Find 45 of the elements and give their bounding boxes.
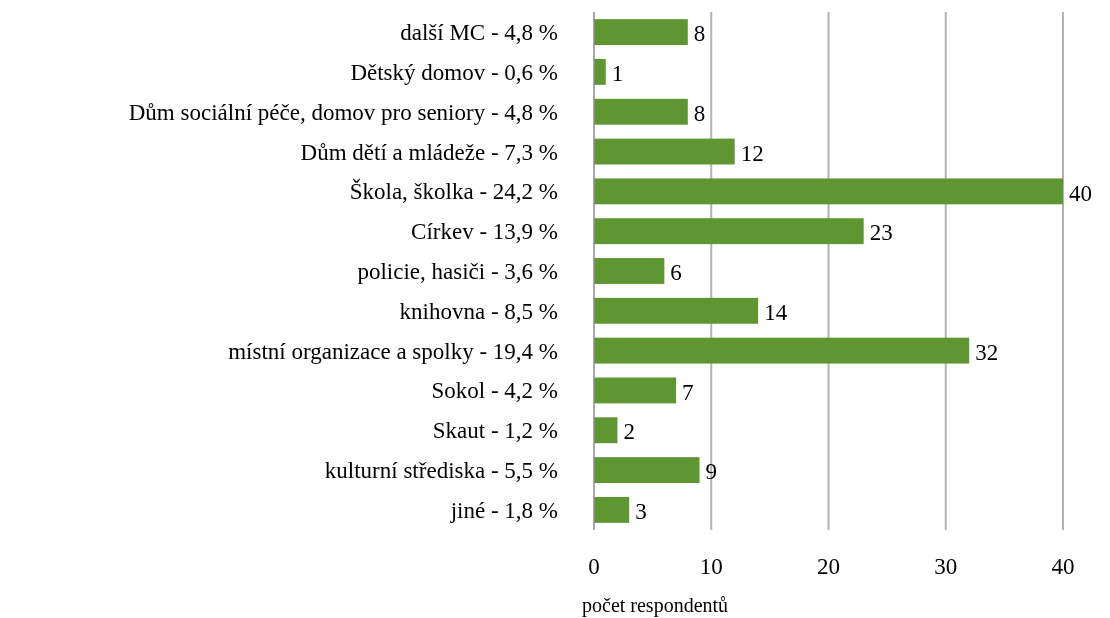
- y-tick-label: policie, hasiči - 3,6 %: [357, 259, 558, 285]
- y-tick-label: Dětský domov - 0,6 %: [350, 59, 558, 85]
- data-label: 12: [740, 140, 764, 166]
- data-label: 40: [1069, 180, 1092, 206]
- y-tick-label: další MC - 4,8 %: [400, 20, 558, 46]
- y-tick-label: Skaut - 1,2 %: [432, 418, 558, 444]
- bar: [594, 98, 688, 125]
- bar: [594, 417, 618, 444]
- y-tick-label: Sokol - 4,2 %: [431, 378, 558, 404]
- y-tick-label: kulturní střediska - 5,5 %: [324, 458, 558, 484]
- bar: [594, 138, 735, 165]
- bar: [594, 58, 606, 85]
- bar: [594, 496, 630, 523]
- y-tick-label: Církev - 13,9 %: [411, 219, 558, 245]
- x-tick-label: 10: [699, 554, 723, 579]
- y-tick-label: jiné - 1,8 %: [449, 497, 558, 523]
- data-label: 23: [869, 220, 893, 246]
- x-tick-label: 40: [1051, 554, 1075, 579]
- bar: [594, 377, 677, 404]
- bar: [594, 19, 688, 46]
- x-tick-label: 30: [934, 554, 958, 579]
- data-label: 1: [611, 61, 624, 87]
- data-label: 6: [670, 260, 682, 286]
- bar: [594, 218, 864, 245]
- data-label: 3: [635, 499, 647, 525]
- data-label: 32: [975, 339, 999, 365]
- data-label: 7: [682, 379, 694, 405]
- bar: [594, 178, 1063, 205]
- data-label: 2: [623, 419, 635, 445]
- data-label: 8: [693, 21, 706, 47]
- y-tick-label: knihovna - 8,5 %: [399, 298, 558, 324]
- y-tick-label: Dům sociální péče, domov pro seniory - 4,8 %: [128, 99, 558, 125]
- y-tick-label: Škola, školka - 24,2 %: [349, 178, 558, 205]
- x-tick-label: 20: [817, 554, 840, 579]
- x-axis-title: počet respondentů: [582, 594, 729, 617]
- data-label: 8: [693, 100, 706, 126]
- data-label: 14: [764, 300, 788, 326]
- data-label: 9: [705, 459, 718, 485]
- y-tick-label: místní organizace a spolky - 19,4 %: [228, 338, 558, 364]
- bar: [594, 297, 759, 324]
- bar: [594, 457, 700, 484]
- x-tick-label: 0: [588, 554, 600, 579]
- y-tick-label: Dům dětí a mládeže - 7,3 %: [300, 139, 558, 165]
- bar: [594, 337, 970, 364]
- bar: [594, 258, 665, 284]
